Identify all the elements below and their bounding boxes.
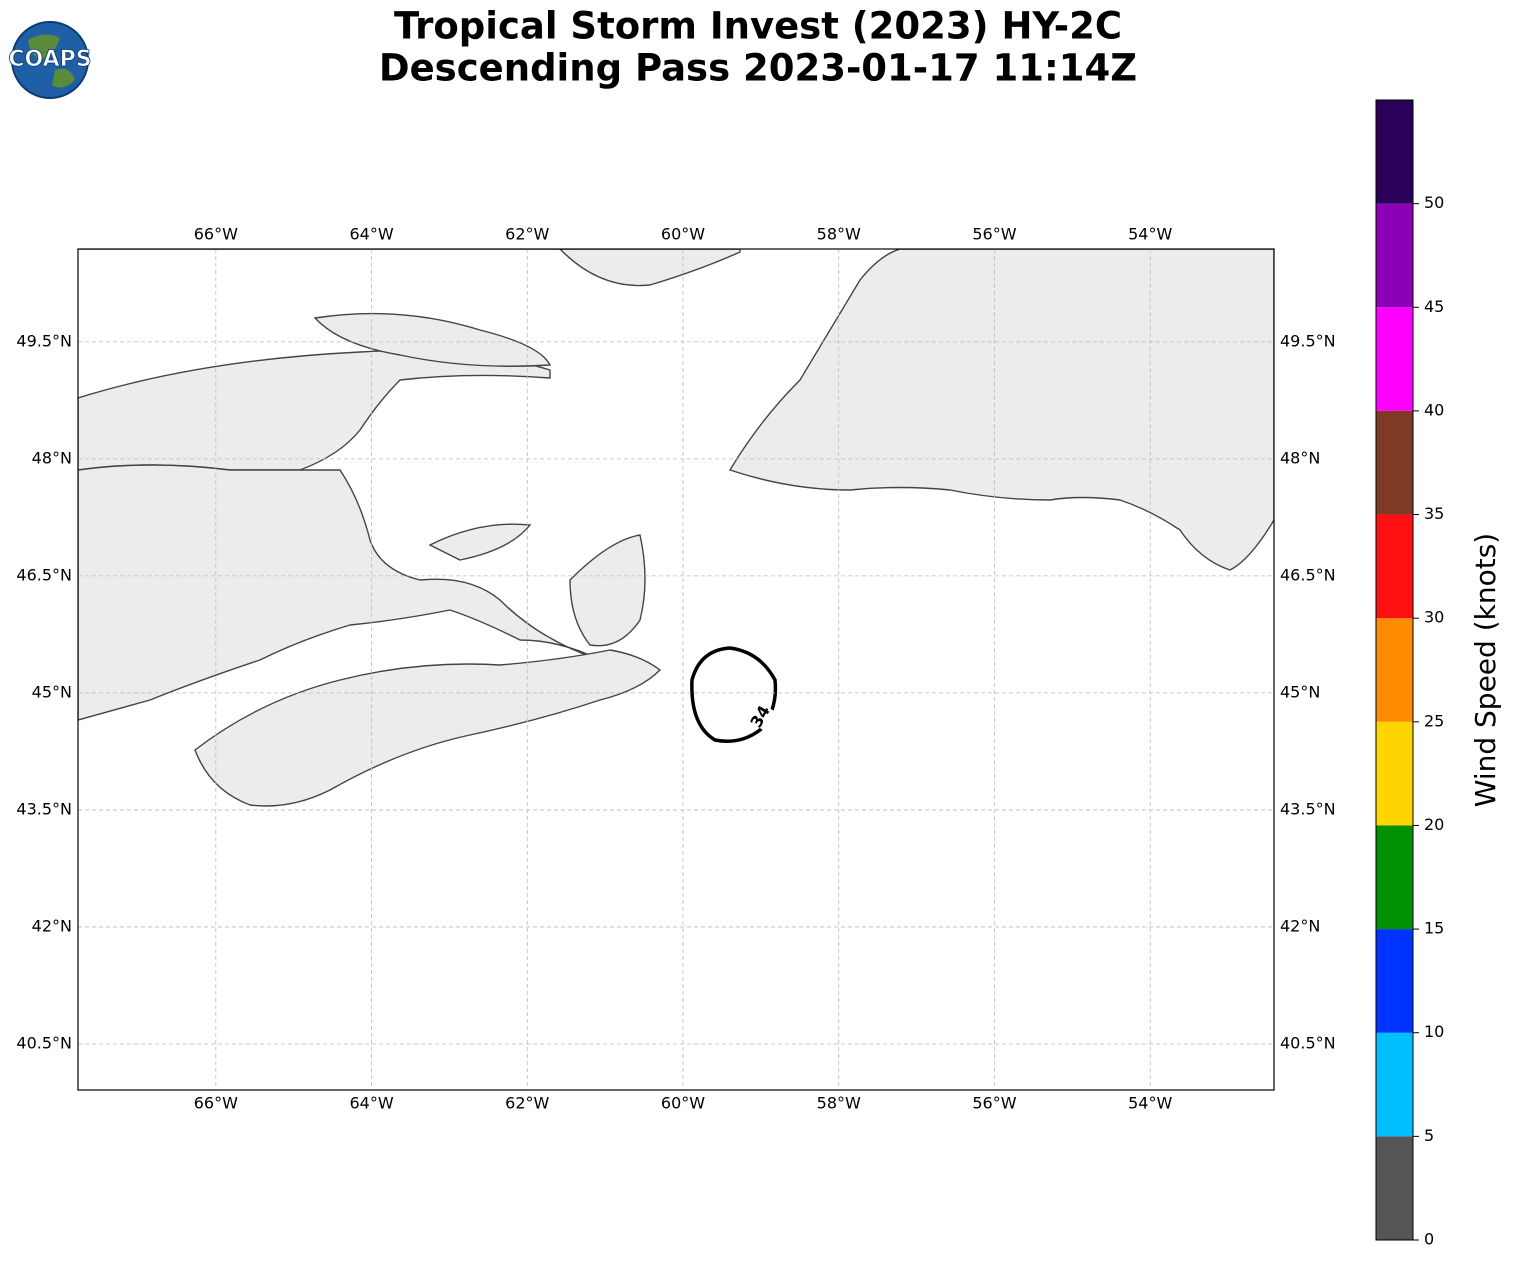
colorbar-segment <box>1376 1136 1413 1240</box>
y-tick-label-left: 46.5°N <box>16 565 72 584</box>
map-ticks: 66°W 66°W 64°W 64°W 62°W 62°W 60°W 60°W 58°W 58°W… <box>16 225 1335 1113</box>
colorbar-tick-label: 40 <box>1424 400 1444 419</box>
colorbar-tick-label: 45 <box>1424 297 1444 316</box>
x-tick-label-bottom: 54°W <box>1128 1094 1172 1113</box>
contour-label-box <box>745 700 777 732</box>
y-tick-label-left: 40.5°N <box>16 1033 72 1052</box>
land-cape-breton <box>569 534 646 647</box>
colorbar-tick-label: 35 <box>1424 504 1444 523</box>
x-tick-label-top: 54°W <box>1128 225 1172 244</box>
title-line-1: Tropical Storm Invest (2023) HY-2C <box>394 5 1122 48</box>
colorbar-label: Wind Speed (knots) <box>1469 533 1502 807</box>
x-tick-label-top: 66°W <box>194 225 238 244</box>
land-anticosti <box>313 312 552 367</box>
map-frame <box>77 248 1275 1091</box>
colorbar: 0 5 10 15 20 25 30 35 40 45 50 <box>1375 99 1444 1249</box>
colorbar-tick-label: 5 <box>1424 1126 1434 1145</box>
x-tick-label-bottom: 64°W <box>349 1094 393 1113</box>
map-area: 34 <box>78 249 1274 1090</box>
title-line-2: Descending Pass 2023-01-17 11:14Z <box>379 47 1137 90</box>
y-tick-label-left: 45°N <box>32 682 72 701</box>
colorbar-segment <box>1376 825 1413 930</box>
logo: COAPS <box>8 21 92 99</box>
y-tick-label-right: 46.5°N <box>1280 565 1336 584</box>
x-tick-label-bottom: 58°W <box>817 1094 861 1113</box>
colorbar-segment <box>1376 618 1413 722</box>
y-tick-label-left: 43.5°N <box>16 799 72 818</box>
y-tick-label-right: 49.5°N <box>1280 331 1336 350</box>
x-tick-label-top: 60°W <box>661 225 705 244</box>
land-nova-scotia <box>194 649 662 807</box>
land-pei <box>428 523 532 561</box>
x-tick-label-bottom: 66°W <box>194 1094 238 1113</box>
y-tick-label-right: 40.5°N <box>1280 1033 1336 1052</box>
x-tick-label-top: 56°W <box>972 225 1016 244</box>
colorbar-segment <box>1376 1032 1413 1137</box>
colorbar-frame <box>1375 99 1414 1241</box>
x-tick-label-bottom: 56°W <box>972 1094 1016 1113</box>
colorbar-segment <box>1376 929 1413 1033</box>
colorbar-tick-label: 20 <box>1424 815 1444 834</box>
graticule <box>78 249 1274 1090</box>
y-tick-label-right: 45°N <box>1280 682 1320 701</box>
colorbar-segment <box>1376 203 1413 308</box>
x-tick-label-top: 64°W <box>349 225 393 244</box>
y-tick-label-left: 42°N <box>32 916 72 935</box>
logo-text: COAPS <box>8 47 91 72</box>
colorbar-segment <box>1376 100 1413 204</box>
land-gaspe <box>78 464 601 721</box>
y-tick-label-right: 43.5°N <box>1280 799 1336 818</box>
y-tick-label-right: 48°N <box>1280 448 1320 467</box>
colorbar-tick-label: 10 <box>1424 1022 1444 1041</box>
y-tick-label-left: 48°N <box>32 448 72 467</box>
colorbar-tick-label: 15 <box>1424 919 1444 938</box>
colorbar-segment <box>1376 514 1413 619</box>
y-tick-label-left: 49.5°N <box>16 331 72 350</box>
colorbar-segment <box>1376 307 1413 411</box>
logo-land <box>28 34 75 88</box>
colorbar-tick-label: 50 <box>1424 193 1444 212</box>
x-tick-label-top: 58°W <box>817 225 861 244</box>
colorbar-tick-label: 25 <box>1424 711 1444 730</box>
x-tick-label-top: 62°W <box>505 225 549 244</box>
colorbar-tick-label: 30 <box>1424 608 1444 627</box>
y-tick-label-right: 42°N <box>1280 916 1320 935</box>
land-newfoundland <box>728 249 1274 571</box>
colorbar-segment <box>1376 410 1413 515</box>
colorbar-tick-label: 0 <box>1424 1230 1434 1249</box>
x-tick-label-bottom: 60°W <box>661 1094 705 1113</box>
x-tick-label-bottom: 62°W <box>505 1094 549 1113</box>
colorbar-segment <box>1376 721 1413 826</box>
